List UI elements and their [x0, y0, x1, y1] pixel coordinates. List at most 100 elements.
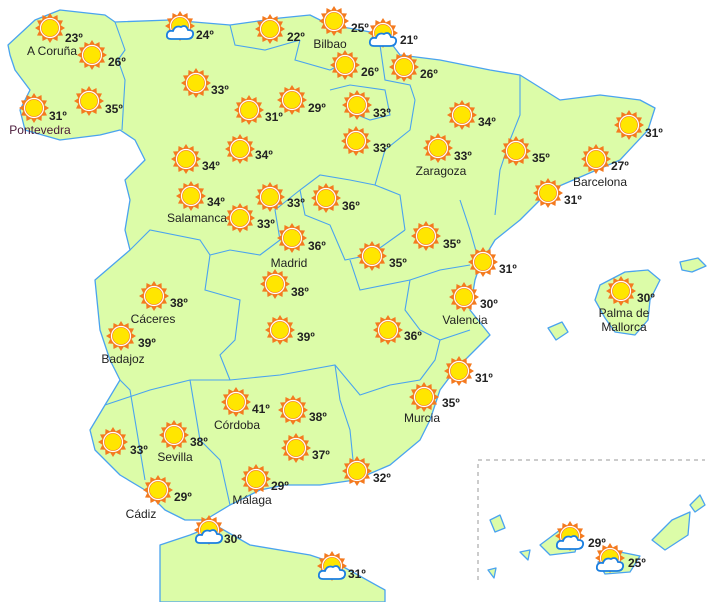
sun-icon[interactable] — [159, 420, 189, 450]
temperature-label[interactable]: 31º — [265, 110, 283, 124]
sun-icon[interactable] — [447, 100, 477, 130]
sun-icon[interactable] — [255, 182, 285, 212]
sun-icon[interactable] — [341, 126, 371, 156]
temperature-label[interactable]: 33º — [257, 217, 275, 231]
sun-icon[interactable] — [221, 387, 251, 417]
sun-icon[interactable] — [501, 136, 531, 166]
temperature-label[interactable]: 35º — [442, 396, 460, 410]
sun-icon[interactable] — [98, 427, 128, 457]
temperature-label[interactable]: 23º — [65, 31, 83, 45]
sun-icon[interactable] — [106, 321, 136, 351]
sun-cloud-icon[interactable] — [194, 515, 224, 545]
temperature-label[interactable]: 31º — [499, 262, 517, 276]
sun-icon[interactable] — [139, 281, 169, 311]
temperature-label[interactable]: 34º — [478, 115, 496, 129]
temperature-label[interactable]: 35º — [389, 256, 407, 270]
sun-icon[interactable] — [176, 181, 206, 211]
temperature-label[interactable]: 24º — [196, 28, 214, 42]
sun-cloud-icon[interactable] — [165, 11, 195, 41]
sun-icon[interactable] — [74, 86, 104, 116]
temperature-label[interactable]: 33º — [211, 83, 229, 97]
sun-icon[interactable] — [606, 276, 636, 306]
sun-icon[interactable] — [225, 203, 255, 233]
temperature-label[interactable]: 32º — [373, 471, 391, 485]
temperature-label[interactable]: 29º — [588, 536, 606, 550]
sun-icon[interactable] — [330, 50, 360, 80]
temperature-label[interactable]: 25º — [628, 556, 646, 570]
sun-icon[interactable] — [19, 93, 49, 123]
sun-icon[interactable] — [468, 247, 498, 277]
temperature-label[interactable]: 31º — [645, 126, 663, 140]
temperature-label[interactable]: 38º — [170, 296, 188, 310]
sun-icon[interactable] — [449, 282, 479, 312]
temperature-label[interactable]: 26º — [108, 55, 126, 69]
sun-icon[interactable] — [225, 134, 255, 164]
temperature-label[interactable]: 33º — [130, 443, 148, 457]
temperature-label[interactable]: 35º — [532, 151, 550, 165]
sun-cloud-icon[interactable] — [595, 543, 625, 573]
sun-cloud-icon[interactable] — [555, 521, 585, 551]
temperature-label[interactable]: 31º — [475, 371, 493, 385]
temperature-label[interactable]: 26º — [361, 65, 379, 79]
temperature-label[interactable]: 38º — [309, 410, 327, 424]
temperature-label[interactable]: 30º — [637, 291, 655, 305]
temperature-label[interactable]: 39º — [297, 330, 315, 344]
temperature-label[interactable]: 36º — [342, 199, 360, 213]
temperature-label[interactable]: 33º — [373, 141, 391, 155]
temperature-label[interactable]: 27º — [611, 159, 629, 173]
temperature-label[interactable]: 39º — [138, 336, 156, 350]
temperature-label[interactable]: 37º — [312, 448, 330, 462]
temperature-label[interactable]: 31º — [348, 567, 366, 581]
temperature-label[interactable]: 36º — [404, 329, 422, 343]
sun-icon[interactable] — [241, 464, 271, 494]
temperature-label[interactable]: 30º — [480, 297, 498, 311]
temperature-label[interactable]: 33º — [287, 196, 305, 210]
sun-icon[interactable] — [260, 269, 290, 299]
sun-icon[interactable] — [319, 6, 349, 36]
sun-icon[interactable] — [357, 241, 387, 271]
sun-icon[interactable] — [77, 40, 107, 70]
sun-icon[interactable] — [411, 221, 441, 251]
sun-icon[interactable] — [373, 315, 403, 345]
sun-icon[interactable] — [277, 223, 307, 253]
sun-icon[interactable] — [278, 395, 308, 425]
sun-icon[interactable] — [389, 52, 419, 82]
temperature-label[interactable]: 31º — [564, 193, 582, 207]
temperature-label[interactable]: 35º — [443, 237, 461, 251]
sun-icon[interactable] — [255, 14, 285, 44]
temperature-label[interactable]: 31º — [49, 109, 67, 123]
sun-icon[interactable] — [277, 85, 307, 115]
sun-icon[interactable] — [35, 13, 65, 43]
temperature-label[interactable]: 26º — [420, 67, 438, 81]
sun-cloud-icon[interactable] — [368, 18, 398, 48]
sun-icon[interactable] — [409, 382, 439, 412]
temperature-label[interactable]: 25º — [351, 21, 369, 35]
sun-icon[interactable] — [533, 178, 563, 208]
temperature-label[interactable]: 41º — [252, 402, 270, 416]
temperature-label[interactable]: 35º — [105, 102, 123, 116]
temperature-label[interactable]: 34º — [255, 148, 273, 162]
sun-icon[interactable] — [342, 456, 372, 486]
sun-icon[interactable] — [281, 433, 311, 463]
sun-icon[interactable] — [581, 144, 611, 174]
sun-icon[interactable] — [311, 183, 341, 213]
temperature-label[interactable]: 21º — [400, 33, 418, 47]
sun-icon[interactable] — [265, 315, 295, 345]
temperature-label[interactable]: 30º — [224, 532, 242, 546]
sun-icon[interactable] — [171, 144, 201, 174]
temperature-label[interactable]: 22º — [287, 30, 305, 44]
sun-icon[interactable] — [234, 95, 264, 125]
temperature-label[interactable]: 34º — [207, 195, 225, 209]
temperature-label[interactable]: 36º — [308, 239, 326, 253]
sun-icon[interactable] — [143, 475, 173, 505]
temperature-label[interactable]: 29º — [174, 490, 192, 504]
temperature-label[interactable]: 33º — [454, 149, 472, 163]
temperature-label[interactable]: 38º — [190, 435, 208, 449]
sun-icon[interactable] — [444, 356, 474, 386]
sun-icon[interactable] — [342, 90, 372, 120]
temperature-label[interactable]: 38º — [291, 285, 309, 299]
temperature-label[interactable]: 29º — [271, 479, 289, 493]
temperature-label[interactable]: 29º — [308, 101, 326, 115]
sun-icon[interactable] — [614, 110, 644, 140]
sun-icon[interactable] — [423, 133, 453, 163]
